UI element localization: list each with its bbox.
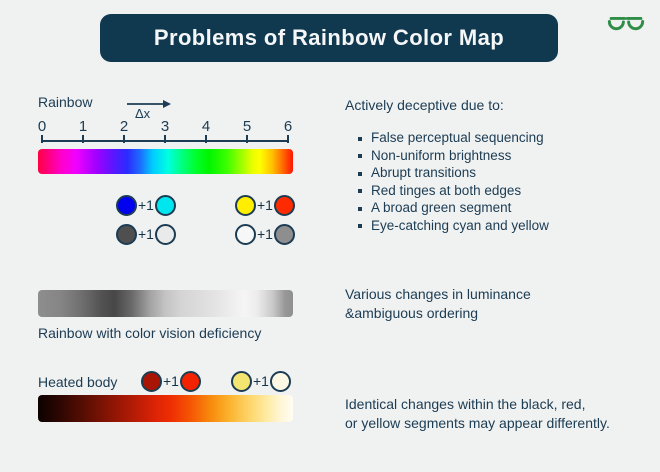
rainbow-colorbar <box>38 149 293 174</box>
plus-one-label: +1 <box>163 373 179 389</box>
heated-body-label: Heated body <box>38 374 118 390</box>
luminance-note: Various changes in luminance &ambiguous … <box>345 285 531 323</box>
deceptive-heading: Actively deceptive due to: <box>345 97 504 113</box>
heated-body-note: Identical changes within the black, red,… <box>345 395 610 433</box>
axis-tick-label: 6 <box>283 118 293 135</box>
axis-tick-label: 2 <box>119 118 129 135</box>
bullet-item: False perceptual sequencing <box>358 130 638 148</box>
page-title: Problems of Rainbow Color Map <box>153 25 505 50</box>
plus-one-label: +1 <box>257 197 273 213</box>
geeksforgeeks-logo-icon <box>605 12 647 38</box>
pair-paleyellow-cream: +1 <box>231 371 291 392</box>
white-circle <box>235 224 256 245</box>
bullet-text: A broad green segment <box>371 200 512 215</box>
cream-circle <box>269 371 291 392</box>
bullet-square-icon <box>358 171 362 176</box>
rainbow-label: Rainbow <box>38 94 93 110</box>
bullet-square-icon <box>358 224 362 229</box>
pair-darkgray-lightgray: +1 <box>116 224 176 245</box>
heated-note-line1: Identical changes within the black, red, <box>345 396 586 412</box>
bullet-square-icon <box>358 189 362 194</box>
dark-red-circle <box>141 371 162 392</box>
delta-x-label: Δx <box>135 106 151 121</box>
pair-yellow-red: +1 <box>235 195 295 216</box>
bullet-square-icon <box>358 206 362 211</box>
cyan-circle <box>154 195 176 216</box>
title-banner: Problems of Rainbow Color Map <box>100 14 558 62</box>
plus-one-label: +1 <box>138 226 154 242</box>
axis-tick-label: 5 <box>242 118 252 135</box>
plus-one-label: +1 <box>253 373 269 389</box>
heated-body-colorbar <box>38 395 293 422</box>
pair-darkred-red: +1 <box>141 371 201 392</box>
axis-tick-labels: 0 1 2 3 4 5 6 <box>38 118 292 135</box>
bullet-item: Eye-catching cyan and yellow <box>358 218 638 236</box>
blue-circle <box>116 195 137 216</box>
plus-one-label: +1 <box>257 226 273 242</box>
bullet-square-icon <box>358 154 362 159</box>
bullet-item: Non-uniform brightness <box>358 148 638 166</box>
bullet-square-icon <box>358 136 362 141</box>
bullet-item: Red tinges at both edges <box>358 183 638 201</box>
cvd-label: Rainbow with color vision deficiency <box>38 325 262 341</box>
axis-ruler <box>38 135 292 144</box>
pair-white-gray: +1 <box>235 224 295 245</box>
delta-x-arrow-icon <box>126 96 172 108</box>
cvd-grayscale-colorbar <box>38 290 293 317</box>
bullet-text: Red tinges at both edges <box>371 182 522 198</box>
axis-tick-label: 3 <box>160 118 170 135</box>
bullet-text: Abrupt transitions <box>371 165 477 180</box>
deceptive-bullet-list: False perceptual sequencing Non-uniform … <box>358 130 638 235</box>
luminance-note-line1: Various changes in luminance <box>345 286 531 302</box>
dark-gray-circle <box>116 224 137 245</box>
bullet-text: False perceptual sequencing <box>371 130 544 145</box>
red-circle <box>273 195 295 216</box>
axis-tick-label: 0 <box>37 118 47 135</box>
light-gray-circle <box>154 224 176 245</box>
axis-tick-label: 1 <box>78 118 88 135</box>
bullet-text: Eye-catching cyan and yellow <box>371 217 549 233</box>
axis-tick-label: 4 <box>201 118 211 135</box>
bullet-item: Abrupt transitions <box>358 165 638 183</box>
yellow-circle <box>235 195 256 216</box>
pair-blue-cyan: +1 <box>116 195 176 216</box>
gray-circle <box>273 224 295 245</box>
plus-one-label: +1 <box>138 197 154 213</box>
bright-red-circle <box>179 371 201 392</box>
bullet-text: Non-uniform brightness <box>371 147 512 163</box>
bullet-item: A broad green segment <box>358 200 638 218</box>
heated-note-line2: or yellow segments may appear differentl… <box>345 415 610 431</box>
luminance-note-line2: &ambiguous ordering <box>345 305 479 321</box>
pale-yellow-circle <box>231 371 252 392</box>
